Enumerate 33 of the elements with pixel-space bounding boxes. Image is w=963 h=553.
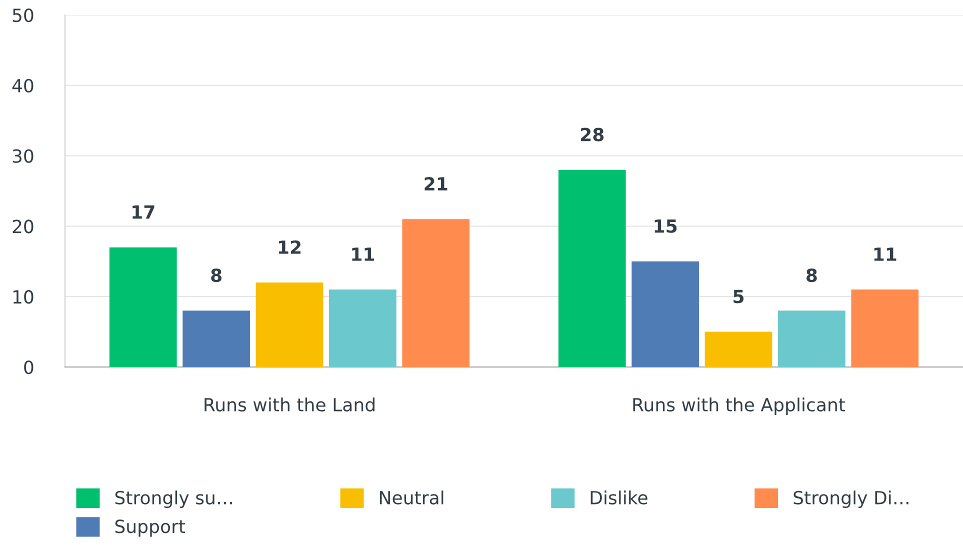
y-tick-label: 50 (12, 8, 34, 22)
bar (558, 170, 626, 367)
legend-label: Dislike (590, 490, 648, 505)
legend-label: Neutral (380, 490, 444, 505)
bar (704, 332, 772, 367)
bar (851, 290, 919, 367)
data-label: 8 (806, 268, 817, 282)
legend-label: Strongly Di… (794, 490, 908, 508)
data-label: 21 (424, 177, 448, 190)
data-label: 15 (654, 219, 677, 233)
data-label: 5 (734, 290, 744, 304)
bar (632, 261, 699, 367)
bar (182, 310, 250, 367)
data-label: 12 (278, 240, 300, 254)
data-label: 8 (211, 268, 222, 282)
legend-label: Support (115, 520, 186, 537)
x-tick-label: Runs with the Applicant (633, 398, 846, 416)
data-label: 11 (352, 248, 374, 261)
data-label: 28 (580, 128, 604, 142)
bar (402, 219, 470, 367)
y-tick-label: 10 (13, 290, 34, 304)
bar (778, 310, 846, 367)
legend-label: Strongly su… (115, 490, 232, 508)
bar (256, 282, 324, 367)
data-label: 11 (874, 248, 896, 261)
bar (329, 290, 396, 367)
y-tick-label: 0 (24, 360, 34, 374)
y-tick-label: 40 (12, 78, 34, 93)
bar (109, 247, 177, 367)
y-tick-label: 20 (12, 220, 34, 234)
x-tick-label: Runs with the Land (204, 398, 374, 412)
y-tick-label: 30 (12, 149, 34, 163)
data-label: 17 (132, 205, 154, 219)
